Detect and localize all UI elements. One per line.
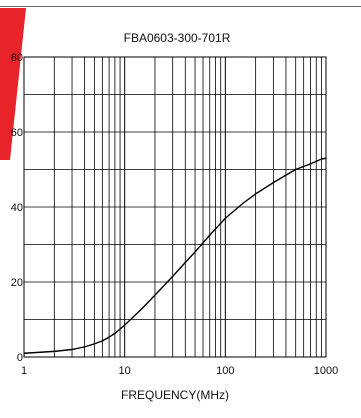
- y-tick-label: 40: [11, 202, 23, 214]
- grid: [23, 56, 326, 358]
- x-tick-label: 1: [21, 365, 27, 377]
- x-tick-label: 100: [216, 365, 234, 377]
- red-corner-decoration: [0, 8, 26, 160]
- plot-frame: [23, 56, 327, 358]
- x-axis-ticks: 1 10 100 1000: [21, 365, 338, 377]
- y-tick-label: 0: [17, 352, 23, 364]
- y-axis-ticks: 0 20 40 60 80: [11, 52, 23, 364]
- x-tick-label: 1000: [314, 365, 338, 377]
- x-axis-label: FREQUENCY(MHz): [121, 388, 229, 402]
- x-tick-label: 10: [119, 365, 131, 377]
- y-tick-label: 60: [11, 127, 23, 139]
- top-divider: [0, 6, 361, 7]
- y-tick-label: 20: [11, 277, 23, 289]
- series-line: [23, 157, 327, 354]
- y-tick-label: 80: [11, 52, 23, 64]
- chart-title: FBA0603-300-701R: [124, 31, 231, 45]
